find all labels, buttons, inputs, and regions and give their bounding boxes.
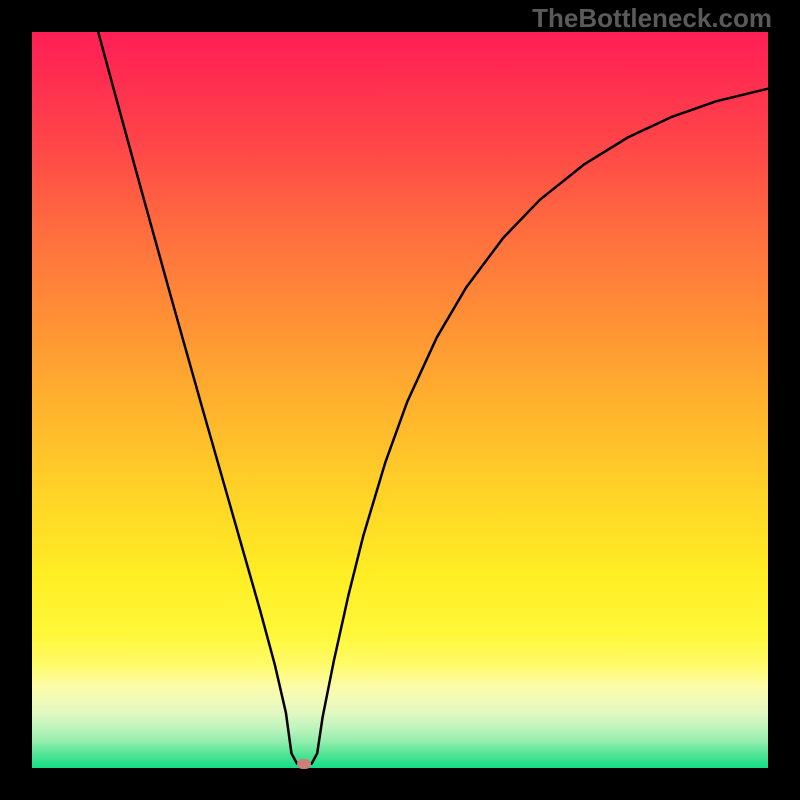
watermark-text: TheBottleneck.com — [532, 3, 772, 34]
bottleneck-curve — [98, 32, 768, 764]
plot-area — [32, 32, 768, 768]
chart-frame: TheBottleneck.com — [0, 0, 800, 800]
curve-layer — [32, 32, 768, 768]
optimum-marker — [297, 759, 311, 769]
